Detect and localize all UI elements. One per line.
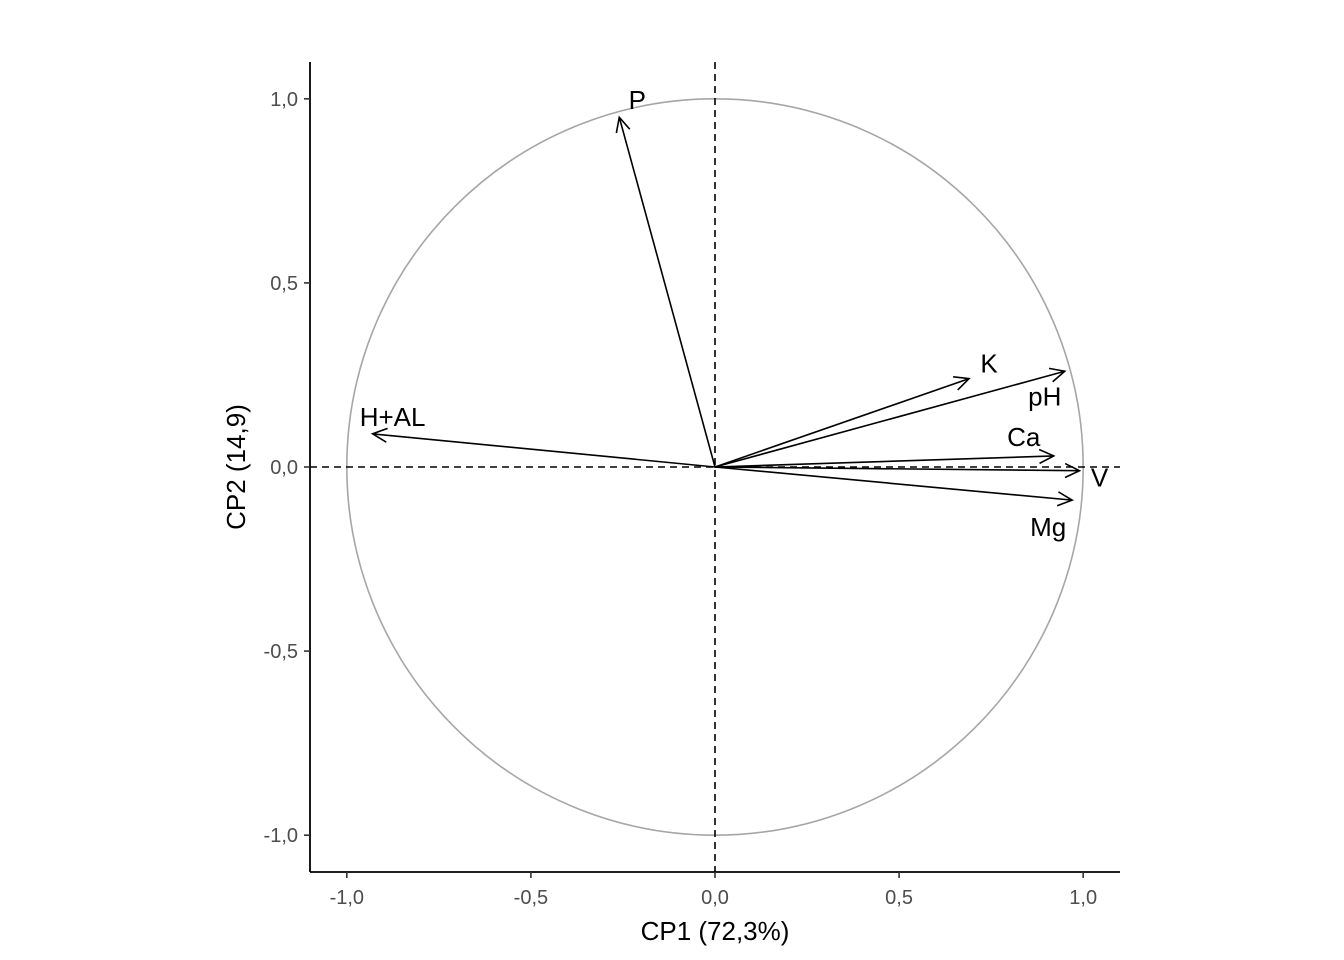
y-axis-title: CP2 (14,9) xyxy=(221,404,251,530)
x-tick-label: 0,0 xyxy=(701,887,729,909)
vector-label-ca: Ca xyxy=(1007,422,1041,452)
x-tick-label: -0,5 xyxy=(514,887,548,909)
variable-vectors-layer: P KpH H+AL Ca V Mg xyxy=(360,85,1109,542)
vector-label-ph: pH xyxy=(1028,381,1061,411)
vector-label-h-al: H+AL xyxy=(360,402,426,432)
vector-line-k xyxy=(714,377,970,468)
vector-line-ca xyxy=(714,455,1054,468)
vector-arrowhead-k xyxy=(953,376,971,391)
x-tick-label: -1,0 xyxy=(330,887,364,909)
vector-arrowhead-ca xyxy=(1038,448,1056,465)
vector-arrowhead-mg xyxy=(1056,491,1074,507)
x-axis-title: CP1 (72,3%) xyxy=(641,916,790,946)
vector-label-mg: Mg xyxy=(1030,512,1066,542)
vector-line-p xyxy=(618,117,716,468)
vector-label-k: K xyxy=(980,349,998,379)
y-tick-label: 1,0 xyxy=(270,89,298,111)
vector-line-mg xyxy=(714,466,1073,501)
y-tick-label: -1,0 xyxy=(264,825,298,847)
x-tick-label: 1,0 xyxy=(1069,887,1097,909)
vector-line-ph xyxy=(714,370,1065,468)
y-tick-label: -0,5 xyxy=(264,641,298,663)
vector-label-p: P xyxy=(629,85,646,115)
vector-arrowhead-ph xyxy=(1048,367,1067,383)
vector-arrowhead-h-al xyxy=(370,427,388,443)
x-tick-label: 0,5 xyxy=(885,887,913,909)
vector-label-v: V xyxy=(1091,463,1109,493)
vector-line-v xyxy=(714,466,1080,472)
reference-lines-layer xyxy=(310,62,1120,872)
vector-line-h-al xyxy=(372,433,716,468)
y-tick-label: 0,0 xyxy=(270,457,298,479)
y-tick-label: 0,5 xyxy=(270,273,298,295)
axes-layer: -1,0 -0,5 0,0 0,5 1,0 -1,0 -0,5 0,0 0,5 1,0 xyxy=(264,62,1120,909)
vector-arrowhead-p xyxy=(615,115,631,134)
vector-arrowhead-v xyxy=(1064,462,1082,479)
